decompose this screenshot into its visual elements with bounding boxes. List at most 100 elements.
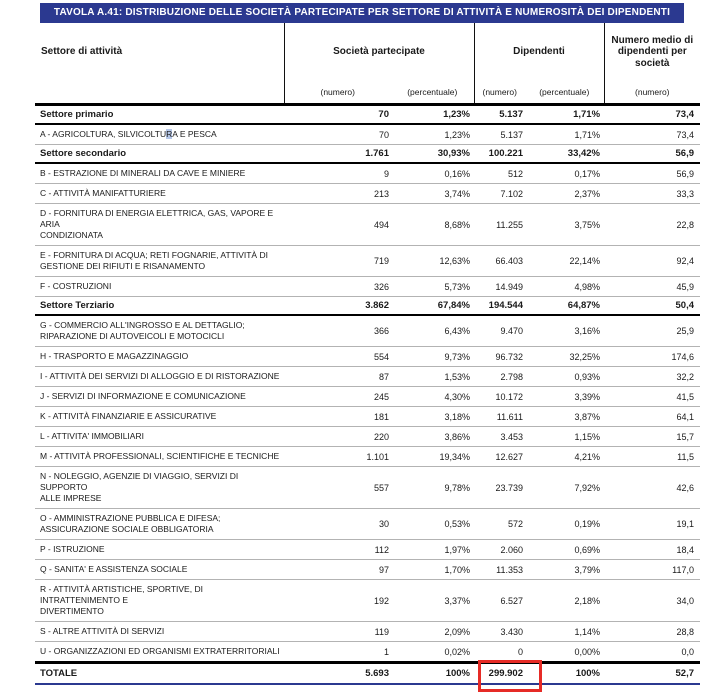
societa-percentuale-value: 1,70% <box>444 564 470 575</box>
societa-numero-value: 245 <box>373 391 389 402</box>
societa-percentuale-value: 1,23% <box>444 129 470 140</box>
societa-percentuale-value: 9,78% <box>444 482 470 493</box>
sector-label: N - NOLEGGIO, AGENZIE DI VIAGGIO, SERVIZ… <box>40 471 239 503</box>
societa-numero-value: 70 <box>378 109 389 120</box>
numero-medio-value: 33,3 <box>676 188 695 199</box>
societa-numero-value: 366 <box>373 326 389 336</box>
societa-numero-value: 3.862 <box>365 300 389 311</box>
subheader-dip-percentuale: (percentuale) <box>539 87 590 97</box>
numero-medio-value: 42,6 <box>676 482 695 493</box>
societa-numero-value: 554 <box>373 351 389 362</box>
sector-label: I - ATTIVITÀ DEI SERVIZI DI ALLOGGIO E D… <box>40 371 280 381</box>
societa-numero-value: 557 <box>373 482 389 493</box>
dipendenti-numero-value: 6.527 <box>500 595 523 606</box>
table-title-banner: TAVOLA A.41: DISTRIBUZIONE DELLE SOCIETÀ… <box>40 3 684 23</box>
sector-label: G - COMMERCIO ALL'INGROSSO E AL DETTAGLI… <box>40 320 245 341</box>
societa-percentuale-value: 0,02% <box>444 646 470 657</box>
sector-label: U - ORGANIZZAZIONI ED ORGANISMI EXTRATER… <box>40 646 280 656</box>
subheader-soc-numero: (numero) <box>283 81 391 105</box>
table-body: Settore primario 70 1,23% 5.137 1,71% 73,4 A -… <box>35 105 701 692</box>
dipendenti-numero-value: 12.627 <box>495 451 523 462</box>
societa-numero-value: 213 <box>373 188 389 199</box>
col-header-numero-medio: Numero medio di dipendenti per società <box>603 23 701 81</box>
sector-label: E - FORNITURA DI ACQUA; RETI FOGNARIE, A… <box>40 250 268 271</box>
table-row: C - ATTIVITÀ MANIFATTURIERE 213 3,74% 7.102… <box>35 184 701 204</box>
table-row: U - ORGANIZZAZIONI ED ORGANISMI EXTRATER… <box>35 642 701 663</box>
dipendenti-numero-value: 66.403 <box>495 256 523 266</box>
dipendenti-percentuale-value: 1,14% <box>574 626 601 637</box>
numero-medio-value: 174,6 <box>671 351 695 362</box>
dipendenti-percentuale-value: 64,87% <box>567 300 601 311</box>
numero-medio-value: 73,4 <box>676 129 695 140</box>
dipendenti-percentuale-value: 0,19% <box>574 519 601 529</box>
dipendenti-numero-value: 572 <box>507 519 523 529</box>
dipendenti-percentuale-value: 4,98% <box>574 281 601 292</box>
numero-medio-value: 56,9 <box>676 168 695 179</box>
dipendenti-numero-value: 3.453 <box>500 431 523 442</box>
numero-medio-value: 52,7 <box>675 668 695 679</box>
sector-label: O - AMMINISTRAZIONE PUBBLICA E DIFESA; A… <box>40 513 221 534</box>
dipendenti-numero-value: 299.902 <box>474 660 542 692</box>
dipendenti-percentuale-value: 3,87% <box>574 411 601 422</box>
subheader-medio-numero: (numero) <box>603 81 701 105</box>
table-row: M - ATTIVITÀ PROFESSIONALI, SCIENTIFICHE… <box>35 447 701 467</box>
dipendenti-percentuale-value: 3,75% <box>574 219 601 230</box>
col-header-settore: Settore di attività <box>41 46 123 58</box>
table-row: P - ISTRUZIONE 112 1,97% 2.060 0,69% 18,4 <box>35 540 701 560</box>
table-row: N - NOLEGGIO, AGENZIE DI VIAGGIO, SERVIZ… <box>35 467 701 509</box>
societa-percentuale-value: 100% <box>445 668 470 679</box>
col-header-societa-partecipate: Società partecipate <box>283 23 474 81</box>
sector-label: Q - SANITA' E ASSISTENZA SOCIALE <box>40 564 188 574</box>
societa-numero-value: 494 <box>373 219 389 230</box>
sector-label: C - ATTIVITÀ MANIFATTURIERE <box>40 188 166 198</box>
table-row: Settore secondario 1.761 30,93% 100.221 33,4… <box>35 145 701 163</box>
dipendenti-numero-value: 5.137 <box>499 109 523 120</box>
table-row: Settore primario 70 1,23% 5.137 1,71% 73,4 <box>35 105 701 124</box>
dipendenti-numero-value: 100.221 <box>488 148 523 159</box>
societa-numero-value: 1.101 <box>366 451 389 462</box>
sector-label: Settore Terziario <box>40 300 115 311</box>
numero-medio-value: 45,9 <box>676 281 695 292</box>
table-row: Settore Terziario 3.862 67,84% 194.544 64,87… <box>35 297 701 315</box>
societa-percentuale-value: 67,84% <box>437 300 470 311</box>
societa-percentuale-value: 1,53% <box>444 371 470 382</box>
sector-label: Settore primario <box>40 109 114 120</box>
dipendenti-percentuale-value: 0,69% <box>574 544 601 555</box>
table-row: D - FORNITURA DI ENERGIA ELETTRICA, GAS,… <box>35 204 701 246</box>
table-row: R - ATTIVITÀ ARTISTICHE, SPORTIVE, DI IN… <box>35 580 701 622</box>
dipendenti-percentuale-value: 3,39% <box>574 391 601 402</box>
dipendenti-percentuale-value: 0,17% <box>574 168 601 179</box>
text-highlight: R <box>166 129 173 139</box>
numero-medio-value: 18,4 <box>676 544 695 555</box>
societa-numero-value: 326 <box>373 281 389 292</box>
societa-numero-value: 87 <box>378 371 389 382</box>
dipendenti-percentuale-value: 4,21% <box>574 451 601 462</box>
dipendenti-numero-value: 23.739 <box>495 482 523 493</box>
societa-numero-value: 5.693 <box>365 668 389 679</box>
societa-percentuale-value: 8,68% <box>444 219 470 230</box>
numero-medio-value: 32,2 <box>676 371 695 382</box>
sector-label: D - FORNITURA DI ENERGIA ELETTRICA, GAS,… <box>40 208 274 240</box>
dipendenti-numero-value: 9.470 <box>500 326 523 336</box>
dipendenti-percentuale-value: 1,71% <box>574 129 601 140</box>
sector-label: TOTALE <box>40 668 78 679</box>
sector-label: B - ESTRAZIONE DI MINERALI DA CAVE E MIN… <box>40 168 246 178</box>
societa-numero-value: 119 <box>374 626 389 637</box>
numero-medio-value: 50,4 <box>675 300 695 311</box>
sector-label: P - ISTRUZIONE <box>40 544 105 554</box>
societa-numero-value: 1 <box>383 646 389 657</box>
total-row: TOTALE 5.693 100% 299.902 100% 52,7 <box>35 660 701 692</box>
sector-label: L - ATTIVITA' IMMOBILIARI <box>40 431 144 441</box>
societa-numero-value: 30 <box>378 519 389 529</box>
dipendenti-percentuale-value: 7,92% <box>574 482 601 493</box>
dipendenti-percentuale-value: 2,37% <box>574 188 601 199</box>
table-row: S - ALTRE ATTIVITÀ DI SERVIZI 119 2,09% 3.4… <box>35 622 701 642</box>
dipendenti-percentuale-value: 1,15% <box>574 431 601 442</box>
table-row: G - COMMERCIO ALL'INGROSSO E AL DETTAGLI… <box>35 315 701 347</box>
dipendenti-numero-value: 11.353 <box>496 564 523 575</box>
sector-label: J - SERVIZI DI INFORMAZIONE E COMUNICAZI… <box>40 391 246 401</box>
sector-label: Settore secondario <box>40 148 127 159</box>
dipendenti-numero-value: 7.102 <box>500 188 523 199</box>
societa-percentuale-value: 5,73% <box>444 281 470 292</box>
societa-numero-value: 192 <box>373 595 389 606</box>
